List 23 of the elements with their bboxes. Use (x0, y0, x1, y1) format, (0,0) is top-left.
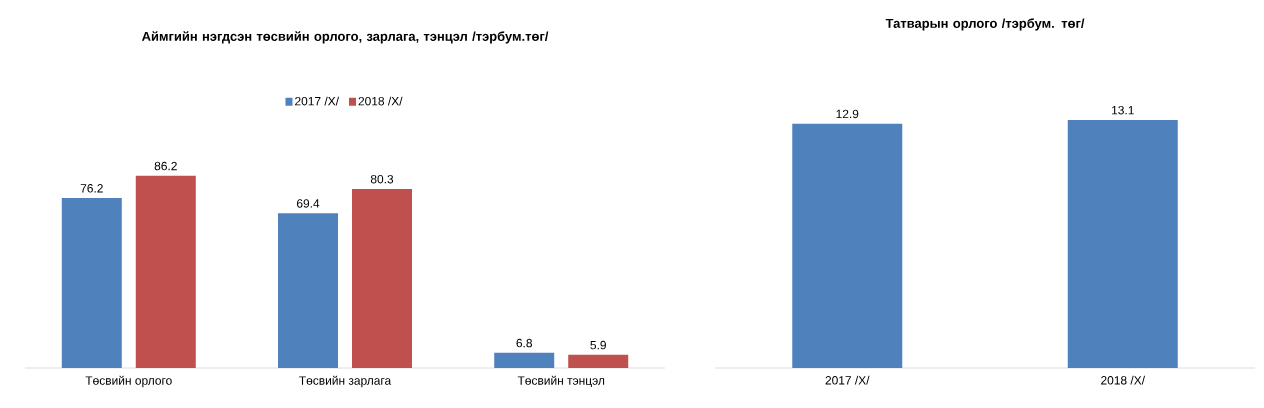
x-tick-label: 2017 /X/ (825, 375, 870, 385)
x-tick-label: Төсвийн орлого (85, 375, 172, 388)
data-label: 5.9 (590, 340, 606, 350)
bar (494, 352, 555, 368)
x-tick-label: 2018 /X/ (1101, 375, 1146, 385)
x-tick-label: Төсвийн зарлага (299, 375, 392, 388)
x-tick-label: Төсвийн тэнцэл (517, 375, 605, 388)
data-label: 12.9 (836, 109, 859, 119)
legend-label: 2017 /X/ (295, 96, 339, 106)
bar (568, 354, 629, 368)
bar (61, 198, 122, 368)
data-label: 6.8 (516, 338, 533, 348)
data-label: 76.2 (80, 184, 103, 193)
legend-label: 2018 /X/ (358, 96, 403, 106)
data-label: 80.3 (370, 174, 394, 184)
chart-title: Татварын орлого /тэрбум. төг/ (885, 18, 1085, 31)
bar (135, 175, 196, 368)
bar (352, 188, 412, 368)
bar (278, 213, 338, 368)
data-label: 69.4 (296, 199, 320, 208)
chart-title: Аймгийн нэгдсэн төсвийн орлого, зарлага, тэнцэл /тэрбум.төг/ (141, 31, 549, 44)
data-label: 86.2 (154, 161, 177, 171)
data-label: 13.1 (1112, 105, 1134, 115)
